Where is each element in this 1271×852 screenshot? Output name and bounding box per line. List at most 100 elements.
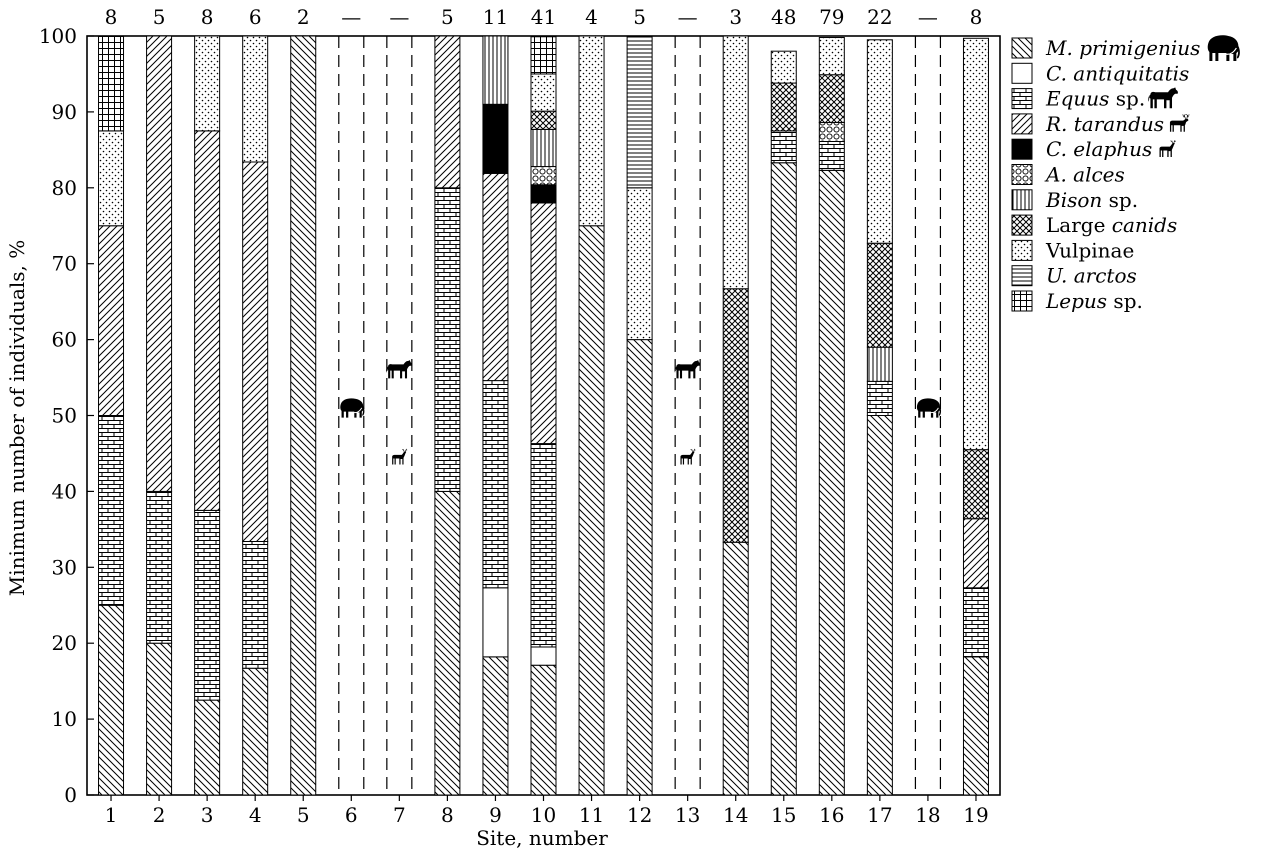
y-tick-label: 40 xyxy=(52,479,77,503)
legend-label: C. antiquitatis xyxy=(1046,61,1189,85)
legend-item-equus: Equus sp. xyxy=(1011,87,1178,111)
legend-label: C. elaphus xyxy=(1046,137,1152,161)
mammoth-icon xyxy=(916,397,942,419)
y-tick-label: 20 xyxy=(52,631,77,655)
bar-segment-mammuthus xyxy=(242,667,269,796)
bar-segment-vulpinae xyxy=(770,50,797,84)
bar-segment-equus xyxy=(98,415,125,606)
legend-swatch xyxy=(1011,290,1033,312)
horse-icon xyxy=(386,360,413,379)
bar-segment-mammuthus xyxy=(962,656,989,796)
x-tick-label: 15 xyxy=(771,803,796,827)
x-tick-label: 4 xyxy=(249,803,262,827)
bar-segment-mammuthus xyxy=(722,541,749,796)
bar-segment-mammuthus xyxy=(626,339,653,796)
y-tick-label: 60 xyxy=(52,328,77,352)
bar-segment-canids xyxy=(818,74,845,124)
legend-label: U. arctos xyxy=(1046,264,1137,288)
legend-label: M. primigenius xyxy=(1045,36,1200,60)
bar-segment-canids xyxy=(866,242,893,348)
bar-segment-mammuthus xyxy=(530,664,557,796)
y-tick-label: 10 xyxy=(52,707,77,731)
deer-icon xyxy=(1159,139,1177,158)
x-tick-label: 6 xyxy=(345,803,358,827)
legend-label: Bison sp. xyxy=(1045,188,1138,212)
bar-segment-equus xyxy=(818,141,845,171)
bar-segment-vulpinae xyxy=(578,35,605,227)
legend-swatch xyxy=(1011,265,1033,287)
bar-segment-lepus xyxy=(98,35,125,132)
x-tick-label: 14 xyxy=(723,803,748,827)
bar-segment-vulpinae xyxy=(962,37,989,451)
x-tick-label: 12 xyxy=(627,803,652,827)
bar-segment-coelodonta xyxy=(482,587,509,658)
bar-segment-coelodonta xyxy=(530,646,557,666)
legend-swatch xyxy=(1011,113,1033,135)
x-tick-label: 18 xyxy=(915,803,940,827)
bar-segment-vulpinae xyxy=(866,39,893,244)
x-tick-label: 11 xyxy=(579,803,604,827)
sample-size-label: — xyxy=(389,5,409,29)
bar-segment-canids xyxy=(962,449,989,520)
bar-segment-vulpinae xyxy=(242,35,269,163)
sample-size-label: 4 xyxy=(585,5,598,29)
bar-segment-vulpinae xyxy=(530,73,557,112)
bar-segment-rangifer xyxy=(434,35,461,189)
mammoth-icon xyxy=(339,397,365,419)
y-tick-label: 70 xyxy=(52,252,77,276)
legend-item-cervus: C. elaphus xyxy=(1011,137,1177,161)
bar-segment-equus xyxy=(242,540,269,669)
bar-segment-rangifer xyxy=(98,225,125,416)
sample-size-label: — xyxy=(918,5,938,29)
sample-size-label: 22 xyxy=(867,5,892,29)
bar-segment-rangifer xyxy=(146,35,173,492)
x-tick-label: 19 xyxy=(963,803,988,827)
deer-icon xyxy=(391,448,408,465)
bar-segment-mammuthus xyxy=(770,162,797,796)
legend-label: Equus sp. xyxy=(1045,87,1145,111)
mammoth-icon xyxy=(1207,34,1241,62)
bar-segment-equus xyxy=(962,587,989,658)
sample-size-label: 8 xyxy=(201,5,214,29)
x-tick-label: 9 xyxy=(489,803,502,827)
bar-segment-mammuthus xyxy=(482,656,509,796)
bar-segment-bison xyxy=(530,128,557,168)
y-axis: 0 10 20 30 40 50 60 70 80 90 100 xyxy=(39,24,94,807)
bar-segment-equus xyxy=(434,187,461,492)
sample-size-label: — xyxy=(341,5,361,29)
bar-segment-mammuthus xyxy=(98,604,125,796)
legend-item-vulpinae: Vulpinae xyxy=(1011,238,1134,262)
y-tick-label: 100 xyxy=(39,24,77,48)
bar-segment-ursus xyxy=(626,35,653,189)
bar-segment-alces xyxy=(530,166,557,186)
bar-segment-equus xyxy=(482,380,509,589)
legend-swatch xyxy=(1011,239,1033,261)
legend-swatch xyxy=(1011,138,1033,160)
legend-swatch xyxy=(1011,214,1033,236)
bar-segment-canids xyxy=(722,288,749,543)
y-tick-label: 0 xyxy=(64,783,77,807)
bar-segment-mammuthus xyxy=(818,169,845,796)
x-tick-label: 2 xyxy=(153,803,166,827)
deer-icon xyxy=(680,448,696,465)
x-axis: 1 2 3 4 5 6 7 8 9 10 11 12 13 14 15 16 17 18 19 xyxy=(105,795,989,827)
legend-swatch xyxy=(1011,62,1033,84)
no-data-sites xyxy=(338,36,942,795)
bar-segment-alces xyxy=(818,122,845,143)
bar-segment-mammuthus xyxy=(434,490,461,796)
bars xyxy=(98,35,989,796)
bar-segment-cervus xyxy=(530,184,557,204)
x-tick-label: 7 xyxy=(393,803,406,827)
y-tick-label: 50 xyxy=(52,404,77,428)
bar-segment-lepus xyxy=(530,36,557,75)
sample-size-labels: 8 5 8 6 2 — — 5 11 41 4 5 — 3 48 79 22 — 8 xyxy=(105,5,983,29)
bar-segment-mammuthus xyxy=(578,225,605,796)
sample-size-label: 41 xyxy=(531,5,556,29)
bar-segment-vulpinae xyxy=(818,37,845,76)
bar-segment-equus xyxy=(530,443,557,648)
bar-segment-mammuthus xyxy=(146,642,173,796)
legend-item-ursus: U. arctos xyxy=(1011,264,1137,288)
sample-size-label: 5 xyxy=(153,5,166,29)
x-tick-label: 16 xyxy=(819,803,844,827)
